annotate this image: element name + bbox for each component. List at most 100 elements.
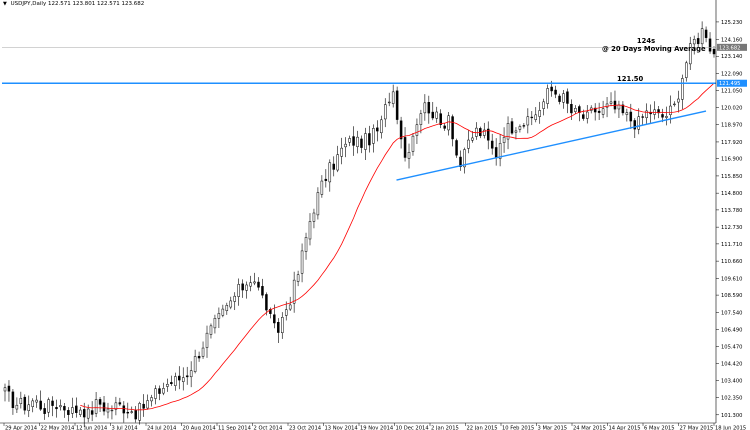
candle xyxy=(185,366,189,385)
candle xyxy=(312,208,316,229)
candle-body xyxy=(696,38,700,45)
candle-body xyxy=(23,396,27,411)
candle xyxy=(142,394,145,417)
candle-body xyxy=(574,108,577,112)
candle xyxy=(27,395,31,418)
price-tick-label: 111.710 xyxy=(721,242,742,248)
candle xyxy=(7,380,11,402)
candle-body xyxy=(162,388,165,394)
candle-body xyxy=(364,133,367,150)
candle xyxy=(102,395,106,416)
target-value: 124s xyxy=(636,37,656,45)
candle-body xyxy=(197,355,201,359)
time-tick-label: 20 Aug 2014 xyxy=(183,426,217,430)
candle-body xyxy=(558,95,561,102)
time-tick-label: 23 Oct 2014 xyxy=(289,426,322,430)
candle xyxy=(554,85,557,99)
candle xyxy=(79,406,82,417)
candle-body xyxy=(403,137,407,158)
candle xyxy=(471,131,474,143)
candle xyxy=(688,36,692,70)
candle xyxy=(463,147,466,174)
candle xyxy=(609,92,613,107)
candle-body xyxy=(19,398,23,404)
candle xyxy=(653,101,656,120)
price-tick-label: 102.350 xyxy=(721,396,742,402)
candle xyxy=(209,323,213,339)
time-tick-label: 13 Nov 2014 xyxy=(325,426,359,430)
candle xyxy=(427,95,431,124)
candle xyxy=(601,100,605,119)
time-tick-label: 2 Jan 2015 xyxy=(431,426,459,430)
candle-body xyxy=(407,152,411,159)
candle-body xyxy=(463,149,466,168)
candle-body xyxy=(661,114,664,118)
candle-body xyxy=(201,347,205,357)
candle xyxy=(98,397,102,412)
candle xyxy=(344,137,347,158)
candle xyxy=(150,394,153,407)
price-axis: 125.230 124.160 123.140 122.090 121.050 120.0… xyxy=(715,0,747,423)
candle-body xyxy=(308,221,312,240)
candle-body xyxy=(51,400,54,406)
candle xyxy=(336,145,339,173)
candle-body xyxy=(708,38,712,52)
time-tick-label: 6 May 2015 xyxy=(644,426,675,430)
candle xyxy=(486,121,490,150)
candle xyxy=(633,118,637,139)
candle-body xyxy=(178,375,181,381)
candle-body xyxy=(625,112,629,115)
candle-body xyxy=(47,399,50,413)
candle-body xyxy=(649,112,652,115)
candle-body xyxy=(534,114,538,120)
target-annotation: 124s @ 20 Days Moving Average xyxy=(602,37,706,53)
candle-body xyxy=(526,116,530,126)
candle-body xyxy=(134,410,137,420)
candle xyxy=(399,116,403,149)
candle xyxy=(201,341,205,359)
candle-body xyxy=(617,104,621,110)
candle xyxy=(391,84,395,108)
candle xyxy=(649,104,652,124)
candle-body xyxy=(7,385,11,392)
candle-body xyxy=(391,91,395,104)
candle xyxy=(637,108,640,135)
candle xyxy=(423,94,427,121)
candle xyxy=(110,405,114,420)
candle xyxy=(538,101,541,124)
dropdown-triangle-icon[interactable]: ▼ xyxy=(3,1,7,7)
candle xyxy=(257,277,260,291)
candle xyxy=(138,401,141,425)
time-tick-label: 24 Mar 2015 xyxy=(573,426,606,430)
candle-body xyxy=(284,309,288,316)
candle-body xyxy=(63,406,66,411)
candle xyxy=(546,84,549,109)
candle xyxy=(292,271,296,313)
candle-body xyxy=(82,409,86,418)
candle-body xyxy=(677,98,680,103)
candle-body xyxy=(471,137,474,141)
candle-body xyxy=(27,404,31,411)
candle xyxy=(130,406,133,414)
candle-body xyxy=(380,119,383,134)
price-tick-label: 104.420 xyxy=(721,362,742,368)
candle xyxy=(90,401,94,422)
candle xyxy=(324,169,328,188)
candle-body xyxy=(586,111,589,119)
candle-body xyxy=(174,376,177,386)
candle-body xyxy=(106,408,110,413)
candle xyxy=(502,127,506,153)
candle xyxy=(677,90,680,113)
candle xyxy=(233,292,236,311)
candle xyxy=(11,389,15,415)
candle-body xyxy=(281,317,284,334)
candle-body xyxy=(514,130,518,133)
candle-body xyxy=(277,321,280,333)
candle-body xyxy=(447,115,450,131)
candle-body xyxy=(138,403,141,421)
candle xyxy=(685,60,688,82)
candle-body xyxy=(352,136,355,146)
candle xyxy=(641,113,644,126)
candle xyxy=(712,46,716,58)
